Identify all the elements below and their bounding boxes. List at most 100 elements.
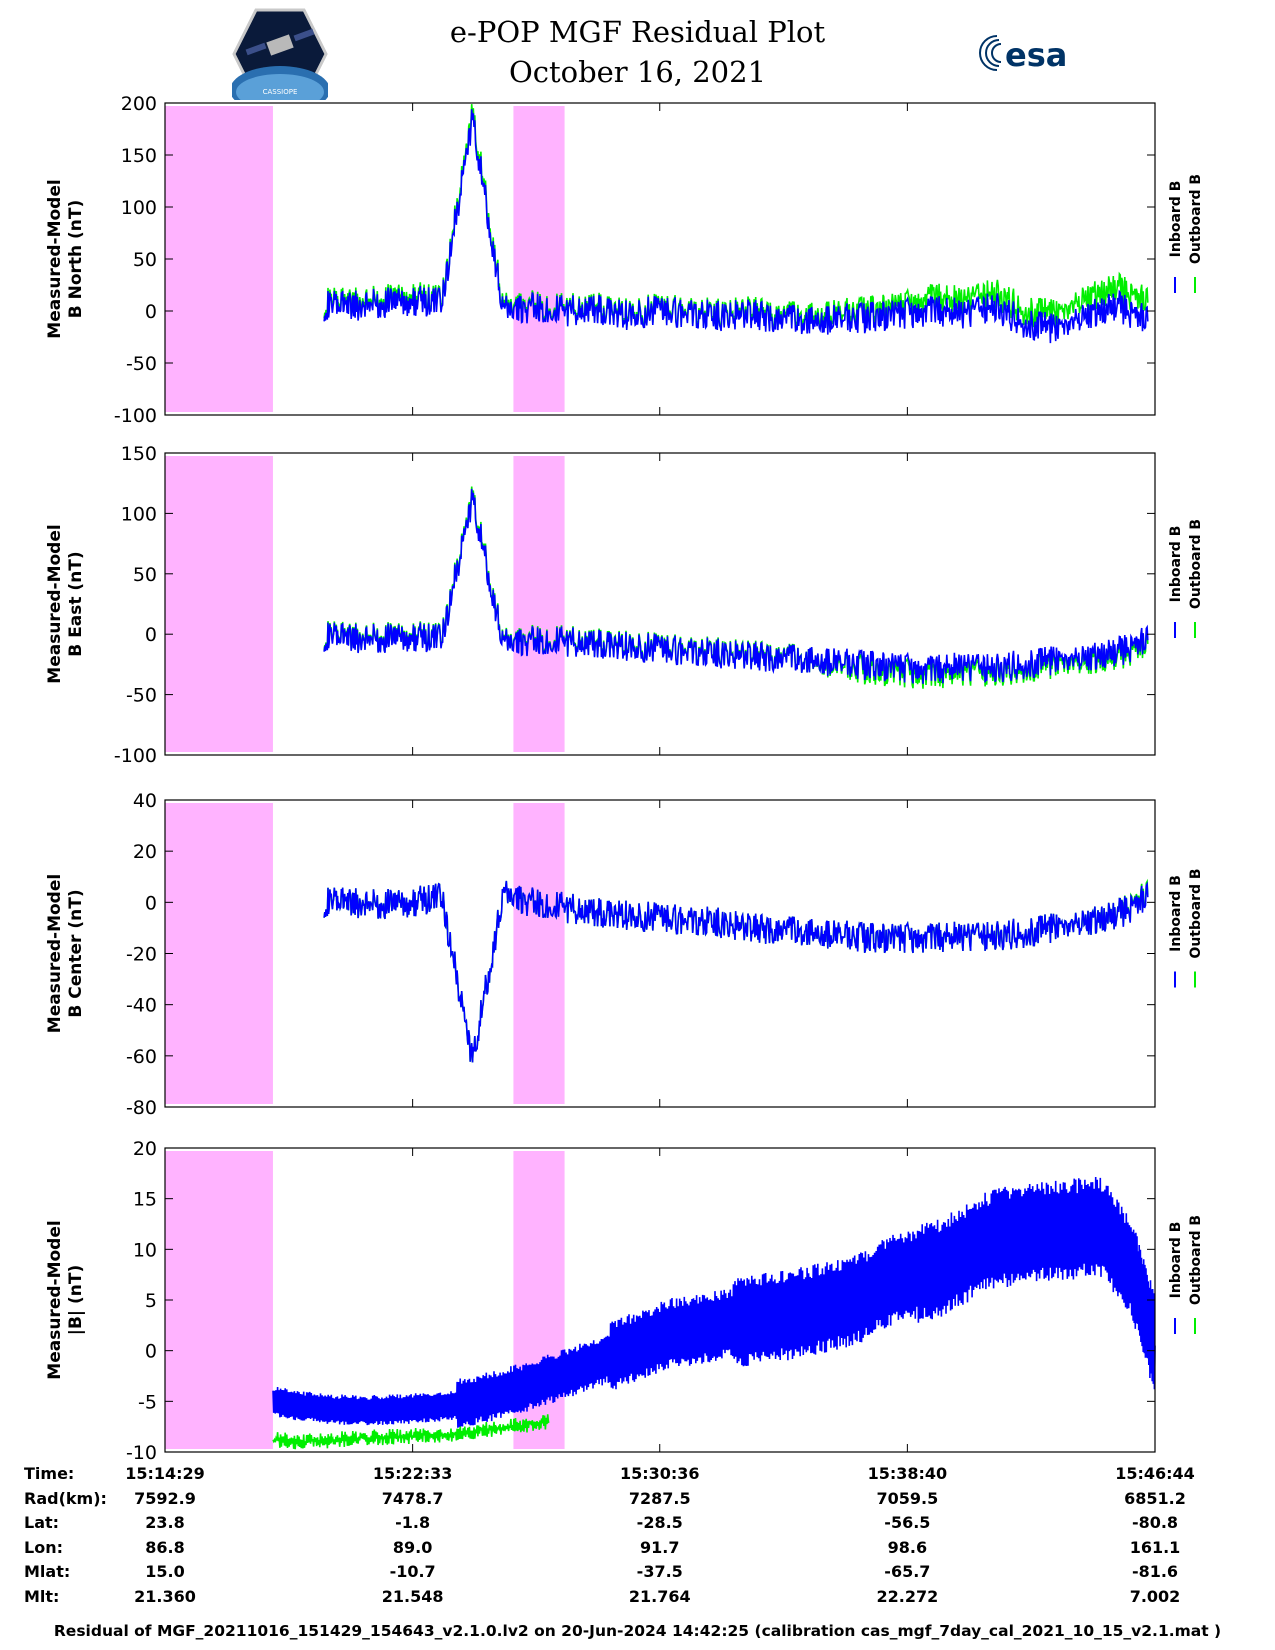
y-axis-label: Measured-ModelB East (nT) — [45, 524, 86, 683]
ephemeris-value: 15:46:44 — [1115, 1464, 1195, 1483]
panel-4: 20 15 10 5 0 -5 -10 Measured-Model|B| (nT) Inboa… — [45, 1138, 1204, 1460]
ephemeris-value: 21.764 — [628, 1586, 691, 1606]
ephemeris-value: -81.6 — [1131, 1562, 1179, 1581]
legend-inboard-label: Inboard B — [1168, 181, 1184, 258]
y-tick-label: 50 — [133, 564, 157, 586]
ephemeris-value: -37.5 — [636, 1562, 683, 1581]
y-tick-label: 20 — [133, 841, 157, 863]
y-tick-label: 0 — [145, 892, 157, 914]
y-tick-label: 0 — [145, 1341, 157, 1363]
y-tick-label: 150 — [121, 145, 157, 167]
inboard-series-line — [323, 109, 1149, 344]
outboard-series-line — [272, 1414, 550, 1450]
legend-outboard-label: Outboard B — [1188, 174, 1204, 264]
plot-frame — [164, 799, 1156, 1108]
excluded-interval — [165, 1151, 273, 1449]
outboard-series-line — [323, 104, 1149, 331]
excluded-interval — [165, 456, 273, 752]
y-tick-label: 50 — [133, 249, 157, 271]
ephemeris-value: 21.548 — [381, 1586, 444, 1606]
esa-logo-icon: esa — [979, 35, 1067, 74]
ephemeris-value: -80.8 — [1131, 1513, 1179, 1532]
ephemeris-value: 86.8 — [145, 1537, 185, 1557]
legend-inboard-label: Inboard B — [1168, 1222, 1184, 1299]
y-tick-label: 40 — [133, 790, 157, 812]
ephemeris-value: -28.5 — [636, 1513, 683, 1532]
excluded-interval — [513, 803, 565, 1104]
ephemeris-table: Time: 15:14:29 15:22:33 15:30:36 15:38:40 15:… — [0, 1464, 1275, 1614]
ephemeris-value: 23.8 — [145, 1513, 185, 1532]
ephemeris-value: 98.6 — [887, 1537, 928, 1557]
ephemeris-row: Lat: 23.8 -1.8 -28.5 -56.5 -80.8 — [0, 1513, 1275, 1537]
ephemeris-row: Mlt: 21.360 21.548 21.764 22.272 7.002 — [0, 1587, 1275, 1611]
esa-logo-text: esa — [1005, 36, 1067, 74]
ephemeris-row-label: Mlt: — [24, 1586, 60, 1606]
y-tick-label: 200 — [121, 93, 157, 115]
y-tick-label: -80 — [126, 1097, 157, 1119]
y-tick-label: 150 — [121, 443, 157, 465]
ephemeris-value: 7.002 — [1129, 1586, 1181, 1606]
ephemeris-row: Mlat: 15.0 -10.7 -37.5 -65.7 -81.6 — [0, 1562, 1275, 1586]
ephemeris-row-label: Rad(km): — [24, 1488, 107, 1508]
plot-title: e-POP MGF Residual Plot — [449, 15, 826, 49]
ephemeris-row-label: Lon: — [24, 1537, 63, 1557]
y-tick-label: -10 — [126, 1442, 157, 1460]
y-tick-label: -5 — [138, 1391, 157, 1413]
ephemeris-value: 7478.7 — [381, 1488, 444, 1508]
y-tick-label: -100 — [114, 745, 157, 767]
ephemeris-value: 15:38:40 — [867, 1464, 948, 1483]
y-tick-label: 20 — [133, 1138, 157, 1160]
outboard-series-line — [323, 878, 1149, 1063]
y-tick-label: -50 — [126, 353, 157, 375]
legend-outboard-label: Outboard B — [1188, 519, 1204, 609]
ephemeris-value: 7287.5 — [628, 1488, 691, 1508]
y-tick-label: 0 — [145, 624, 157, 646]
plot-frame — [164, 452, 1156, 756]
y-tick-label: 100 — [121, 503, 157, 525]
excluded-interval — [165, 106, 273, 412]
plot-date: October 16, 2021 — [508, 55, 767, 89]
legend-inboard-label: Inboard B — [1168, 526, 1184, 603]
plot-frame — [164, 102, 1156, 416]
inboard-series-line — [323, 880, 1149, 1063]
ephemeris-value: -1.8 — [395, 1513, 431, 1532]
panel-3: 40 20 0 -20 -40 -60 -80 Measured-ModelB Center … — [45, 790, 1204, 1119]
ephemeris-row: Rad(km): 7592.9 7478.7 7287.5 7059.5 6851.2 — [0, 1489, 1275, 1513]
y-tick-label: -100 — [114, 405, 157, 427]
ephemeris-value: 89.0 — [392, 1537, 433, 1557]
y-tick-label: 100 — [121, 197, 157, 219]
panel-2: 150 100 50 0 -50 -100 Measured-ModelB East (nT… — [45, 443, 1204, 767]
legend-outboard-label: Outboard B — [1188, 868, 1204, 958]
ephemeris-row-label: Mlat: — [24, 1562, 71, 1581]
ephemeris-value: 7592.9 — [134, 1488, 196, 1508]
excluded-interval — [165, 803, 273, 1104]
ephemeris-value: 21.360 — [134, 1586, 196, 1606]
footer-caption: Residual of MGF_20211016_151429_154643_v… — [53, 1622, 1222, 1640]
legend-outboard-label: Outboard B — [1188, 1215, 1204, 1305]
y-tick-label: -20 — [126, 944, 157, 966]
ephemeris-value: 22.272 — [876, 1586, 939, 1606]
ephemeris-value: 161.1 — [1129, 1537, 1181, 1557]
y-tick-label: -40 — [126, 995, 157, 1017]
y-tick-label: -50 — [126, 685, 157, 707]
y-tick-label: 15 — [133, 1189, 157, 1211]
ephemeris-value: -10.7 — [389, 1562, 436, 1581]
y-axis-label: Measured-ModelB North (nT) — [45, 179, 86, 338]
ephemeris-row-label: Lat: — [24, 1513, 60, 1532]
ephemeris-value: 15:14:29 — [125, 1464, 205, 1483]
y-axis-label: Measured-ModelB Center (nT) — [45, 874, 86, 1033]
y-tick-label: 0 — [145, 301, 157, 323]
excluded-interval — [513, 106, 565, 412]
y-tick-label: 10 — [133, 1239, 157, 1261]
ephemeris-value: 15.0 — [145, 1562, 185, 1581]
ephemeris-value: 91.7 — [639, 1537, 680, 1557]
ephemeris-value: 15:22:33 — [372, 1464, 453, 1483]
inboard-series-line — [323, 488, 1149, 684]
ephemeris-value: 7059.5 — [876, 1488, 939, 1508]
y-tick-label: -60 — [126, 1046, 157, 1068]
ephemeris-row-label: Time: — [24, 1464, 75, 1483]
ephemeris-row: Time: 15:14:29 15:22:33 15:30:36 15:38:40 15:… — [0, 1464, 1275, 1488]
cassiope-satellite-logo-icon: CASSIOPE — [232, 8, 328, 100]
legend-inboard-label: Inboard B — [1168, 875, 1184, 952]
y-tick-label: 5 — [145, 1290, 157, 1312]
